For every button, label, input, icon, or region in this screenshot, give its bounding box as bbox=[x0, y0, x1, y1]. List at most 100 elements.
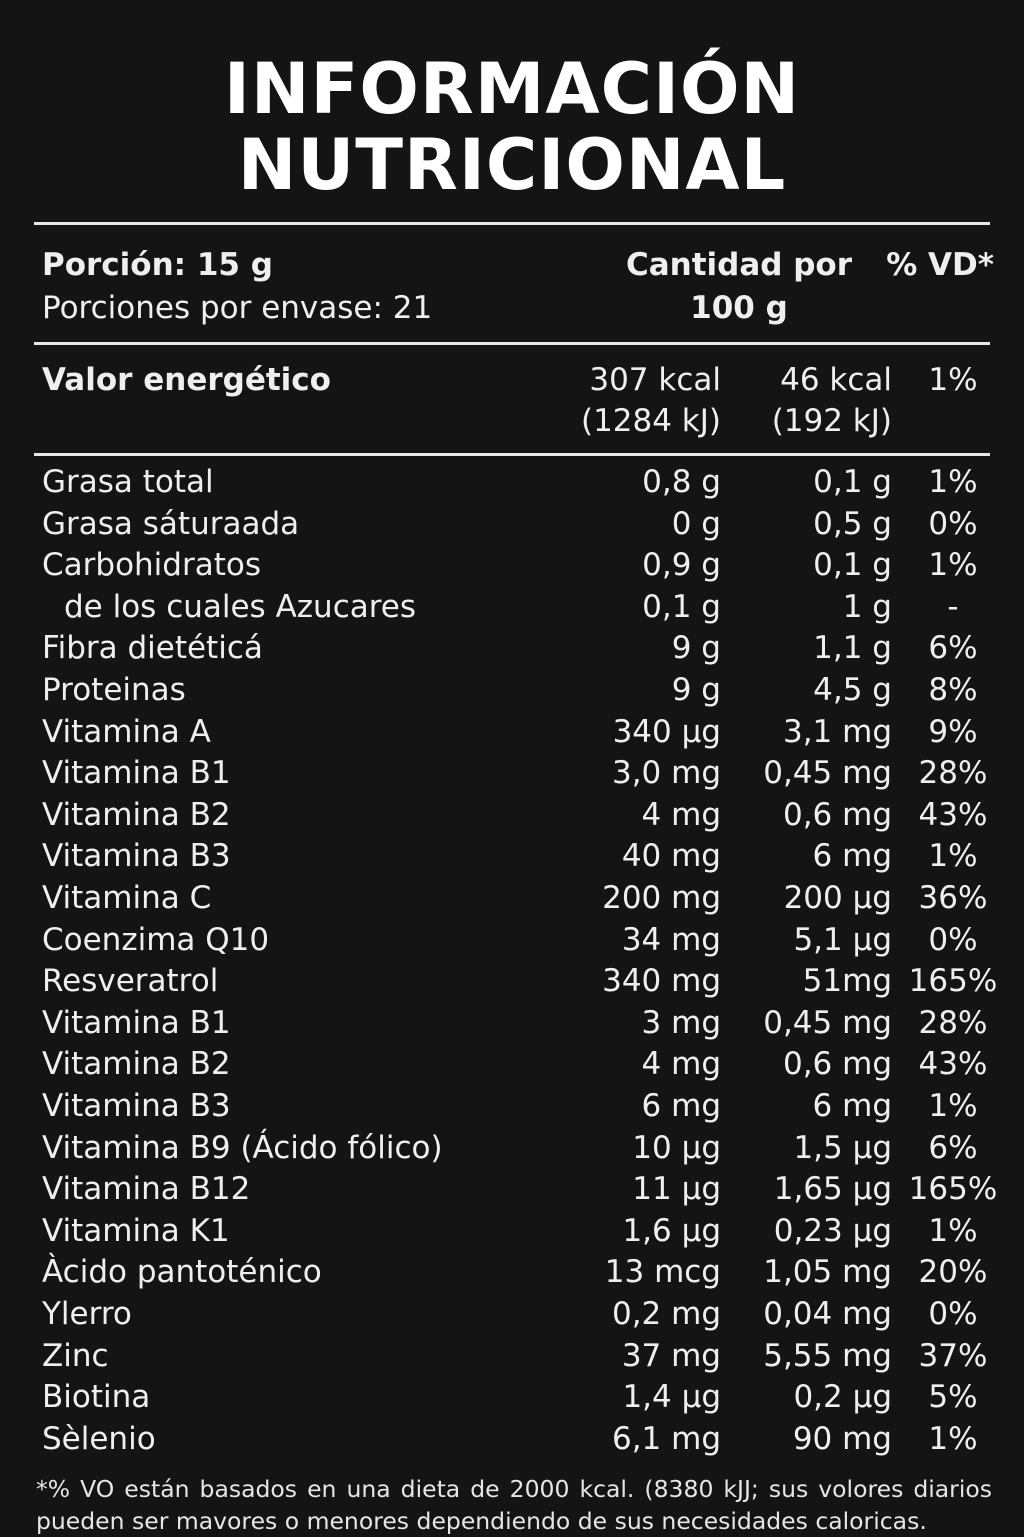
nutrient-portion: 1,1 g bbox=[813, 630, 892, 667]
nutrient-name: Carbohidratos bbox=[42, 547, 261, 584]
nutrient-portion: 1 g bbox=[842, 588, 892, 625]
nutrient-vd: 5% bbox=[928, 1379, 978, 1416]
nutrient-vd: 36% bbox=[918, 880, 988, 916]
nutrient-portion: 0,23 µg bbox=[773, 1212, 892, 1249]
amount-header-line-2: 100 g bbox=[690, 290, 788, 326]
nutrient-vd: 20% bbox=[918, 1254, 988, 1291]
table-row: Vitamina C 200 mg 200 µg 36% bbox=[0, 878, 1024, 920]
nutrient-vd: 9% bbox=[928, 713, 978, 750]
energy-per100-kcal: 307 kcal bbox=[589, 362, 721, 398]
table-row: Vitamina B12 11 µg 1,65 µg 165% bbox=[0, 1169, 1024, 1211]
nutrient-vd: 1% bbox=[928, 464, 978, 500]
nutrient-portion: 0,6 mg bbox=[782, 1046, 892, 1083]
table-row: Vitamina A 340 µg 3,1 mg 9% bbox=[0, 712, 1024, 754]
table-row: Biotina 1,4 µg 0,2 µg 5% bbox=[0, 1377, 1024, 1419]
amount-header-line-1: Cantidad por bbox=[625, 247, 853, 283]
nutrient-portion: 0,45 mg bbox=[763, 1004, 892, 1041]
table-row: Àcido pantoténico 13 mcg 1,05 mg 20% bbox=[0, 1252, 1024, 1294]
portion-size: Porción: 15 g bbox=[42, 247, 273, 283]
nutrient-portion: 0,6 mg bbox=[782, 796, 892, 833]
table-row: Carbohidratos 0,9 g 0,1 g 1% bbox=[0, 545, 1024, 587]
nutrient-vd: 8% bbox=[928, 672, 978, 708]
nutrient-name: Vitamina B1 bbox=[42, 755, 231, 792]
nutrient-portion: 1,05 mg bbox=[763, 1254, 892, 1291]
nutrient-vd: 1% bbox=[928, 1212, 978, 1249]
nutrient-vd: 165% bbox=[908, 1171, 998, 1208]
nutrient-per100: 4 mg bbox=[641, 796, 721, 833]
table-row: Vitamina K1 1,6 µg 0,23 µg 1% bbox=[0, 1211, 1024, 1253]
nutrient-per100: 40 mg bbox=[621, 838, 721, 875]
nutrient-per100: 0,1 g bbox=[642, 588, 721, 625]
energy-portion-kcal: 46 kcal bbox=[780, 362, 892, 398]
table-row: Ylerro 0,2 mg 0,04 mg 0% bbox=[0, 1294, 1024, 1336]
nutrient-portion: 51mg bbox=[802, 963, 892, 1000]
nutrient-vd: 28% bbox=[918, 755, 988, 792]
nutrient-per100: 340 µg bbox=[612, 713, 721, 750]
nutrient-portion: 0,2 µg bbox=[793, 1379, 892, 1416]
nutrient-vd: 28% bbox=[918, 1004, 988, 1041]
nutrient-name: Vitamina B3 bbox=[42, 1088, 231, 1124]
table-row: Vitamina B3 6 mg 6 mg 1% bbox=[0, 1086, 1024, 1128]
nutrient-vd: 0% bbox=[928, 1296, 978, 1332]
nutrient-per100: 11 µg bbox=[632, 1171, 721, 1208]
nutrient-portion: 0,04 mg bbox=[763, 1296, 892, 1332]
table-row: Sèlenio 6,1 mg 90 mg 1% bbox=[0, 1419, 1024, 1461]
nutrient-per100: 1,4 µg bbox=[622, 1379, 721, 1416]
energy-vd: 1% bbox=[928, 362, 978, 398]
nutrient-name: de los cuales Azucares bbox=[64, 588, 417, 625]
table-row: Vitamina B3 40 mg 6 mg 1% bbox=[0, 836, 1024, 878]
nutrient-vd: 37% bbox=[918, 1337, 988, 1374]
table-row: de los cuales Azucares 0,1 g 1 g - bbox=[0, 587, 1024, 629]
vd-header: % VD* bbox=[886, 247, 994, 283]
nutrient-name: Fibra dietéticá bbox=[42, 630, 263, 667]
nutrient-name: Àcido pantoténico bbox=[42, 1254, 322, 1291]
nutrient-vd: - bbox=[947, 588, 959, 625]
nutrient-vd: 1% bbox=[928, 1420, 978, 1457]
table-row: Resveratrol 340 mg 51mg 165% bbox=[0, 961, 1024, 1003]
nutrient-per100: 34 mg bbox=[621, 921, 721, 958]
nutrient-name: Vitamina B2 bbox=[42, 796, 231, 833]
nutrient-name: Zinc bbox=[42, 1337, 109, 1374]
title-line-2: NUTRICIONAL bbox=[237, 124, 787, 206]
nutrient-per100: 0,2 mg bbox=[611, 1296, 721, 1332]
nutrient-per100: 0,9 g bbox=[642, 547, 721, 584]
nutrient-vd: 0% bbox=[928, 921, 978, 958]
nutrient-vd: 1% bbox=[928, 838, 978, 875]
nutrient-per100: 0,8 g bbox=[642, 464, 721, 500]
energy-per100-kj: (1284 kJ) bbox=[580, 403, 721, 439]
nutrient-vd: 6% bbox=[928, 630, 978, 667]
nutrient-portion: 1,5 µg bbox=[793, 1129, 892, 1166]
nutrient-vd: 1% bbox=[928, 1088, 978, 1124]
nutrient-name: Vitamina K1 bbox=[42, 1212, 230, 1249]
nutrient-portion: 1,65 µg bbox=[773, 1171, 892, 1208]
nutrient-name: Proteinas bbox=[42, 672, 186, 708]
nutrient-per100: 3,0 mg bbox=[611, 755, 721, 792]
nutrient-portion: 90 mg bbox=[792, 1420, 892, 1457]
nutrient-per100: 37 mg bbox=[621, 1337, 721, 1374]
table-row: Zinc 37 mg 5,55 mg 37% bbox=[0, 1336, 1024, 1378]
nutrient-per100: 340 mg bbox=[602, 963, 721, 1000]
nutrient-vd: 43% bbox=[918, 1046, 988, 1083]
nutrient-per100: 3 mg bbox=[641, 1004, 721, 1041]
nutrient-portion: 6 mg bbox=[812, 1088, 892, 1124]
footnote: *% VO están basados en una dieta de 2000… bbox=[36, 1475, 992, 1535]
table-row: Grasa sáturaada 0 g 0,5 g 0% bbox=[0, 504, 1024, 546]
nutrient-vd: 0% bbox=[928, 505, 978, 542]
title-line-1: INFORMACIÓN bbox=[223, 48, 801, 130]
nutrient-per100: 1,6 µg bbox=[622, 1212, 721, 1249]
nutrient-vd: 165% bbox=[908, 963, 998, 1000]
nutrient-name: Grasa sáturaada bbox=[42, 505, 300, 542]
nutrient-vd: 1% bbox=[928, 547, 978, 584]
nutrient-per100: 9 g bbox=[671, 630, 721, 667]
nutrient-per100: 13 mcg bbox=[604, 1254, 721, 1291]
divider-energy bbox=[34, 453, 990, 456]
nutrient-name: Coenzima Q10 bbox=[42, 921, 270, 958]
nutrient-portion: 200 µg bbox=[783, 880, 892, 916]
table-row: Grasa total 0,8 g 0,1 g 1% bbox=[0, 462, 1024, 504]
nutrient-name: Vitamina B2 bbox=[42, 1046, 231, 1083]
divider-header bbox=[34, 342, 990, 345]
nutrient-name: Ylerro bbox=[42, 1296, 132, 1332]
nutrient-per100: 6 mg bbox=[641, 1088, 721, 1124]
energy-portion-kj: (192 kJ) bbox=[771, 403, 892, 439]
table-row: Coenzima Q10 34 mg 5,1 µg 0% bbox=[0, 920, 1024, 962]
